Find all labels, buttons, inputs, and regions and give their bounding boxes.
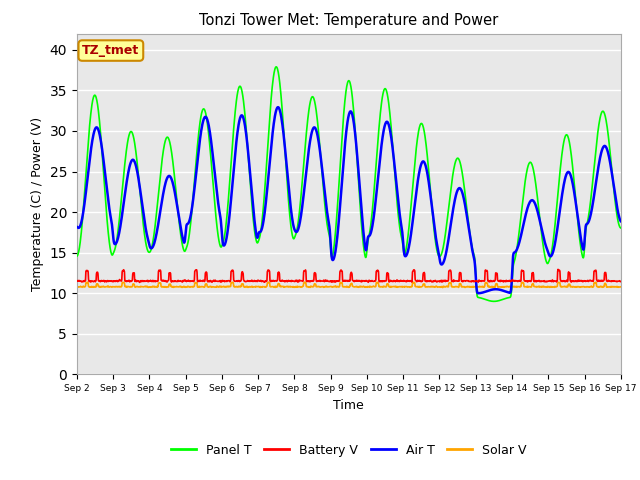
Panel T <box>272 64 280 70</box>
Battery V <box>554 266 562 272</box>
Solar V <box>439 285 447 290</box>
Battery V <box>505 278 513 284</box>
Air T <box>73 224 81 229</box>
Battery V <box>181 277 189 283</box>
Battery V <box>617 279 625 285</box>
Air T <box>474 290 482 296</box>
Panel T <box>490 299 498 304</box>
Solar V <box>73 284 81 289</box>
Battery V <box>73 278 81 284</box>
Line: Battery V: Battery V <box>77 269 621 282</box>
Battery V <box>136 279 143 285</box>
Solar V <box>553 284 561 289</box>
Panel T <box>255 238 262 243</box>
Air T <box>505 290 513 296</box>
Air T <box>255 230 262 236</box>
Line: Air T: Air T <box>77 107 621 293</box>
Air T <box>553 229 561 235</box>
Legend: Panel T, Battery V, Air T, Solar V: Panel T, Battery V, Air T, Solar V <box>166 439 531 462</box>
Battery V <box>195 278 202 284</box>
Air T <box>617 218 625 224</box>
Text: TZ_tmet: TZ_tmet <box>82 44 140 57</box>
Panel T <box>617 225 625 231</box>
Air T <box>180 239 188 245</box>
Solar V <box>505 284 513 289</box>
Solar V <box>434 284 442 290</box>
Panel T <box>505 295 513 300</box>
Battery V <box>553 279 561 285</box>
X-axis label: Time: Time <box>333 399 364 412</box>
Y-axis label: Temperature (C) / Power (V): Temperature (C) / Power (V) <box>31 117 44 291</box>
Air T <box>274 104 282 110</box>
Panel T <box>194 140 202 145</box>
Battery V <box>434 278 442 284</box>
Solar V <box>194 284 202 290</box>
Panel T <box>73 253 81 259</box>
Battery V <box>255 278 263 284</box>
Title: Tonzi Tower Met: Temperature and Power: Tonzi Tower Met: Temperature and Power <box>199 13 499 28</box>
Solar V <box>301 279 309 285</box>
Air T <box>194 155 202 161</box>
Line: Panel T: Panel T <box>77 67 621 301</box>
Line: Solar V: Solar V <box>77 282 621 288</box>
Solar V <box>255 284 262 289</box>
Solar V <box>617 284 625 290</box>
Air T <box>434 244 442 250</box>
Panel T <box>434 250 442 255</box>
Panel T <box>553 202 561 208</box>
Solar V <box>180 284 188 289</box>
Panel T <box>180 249 188 254</box>
